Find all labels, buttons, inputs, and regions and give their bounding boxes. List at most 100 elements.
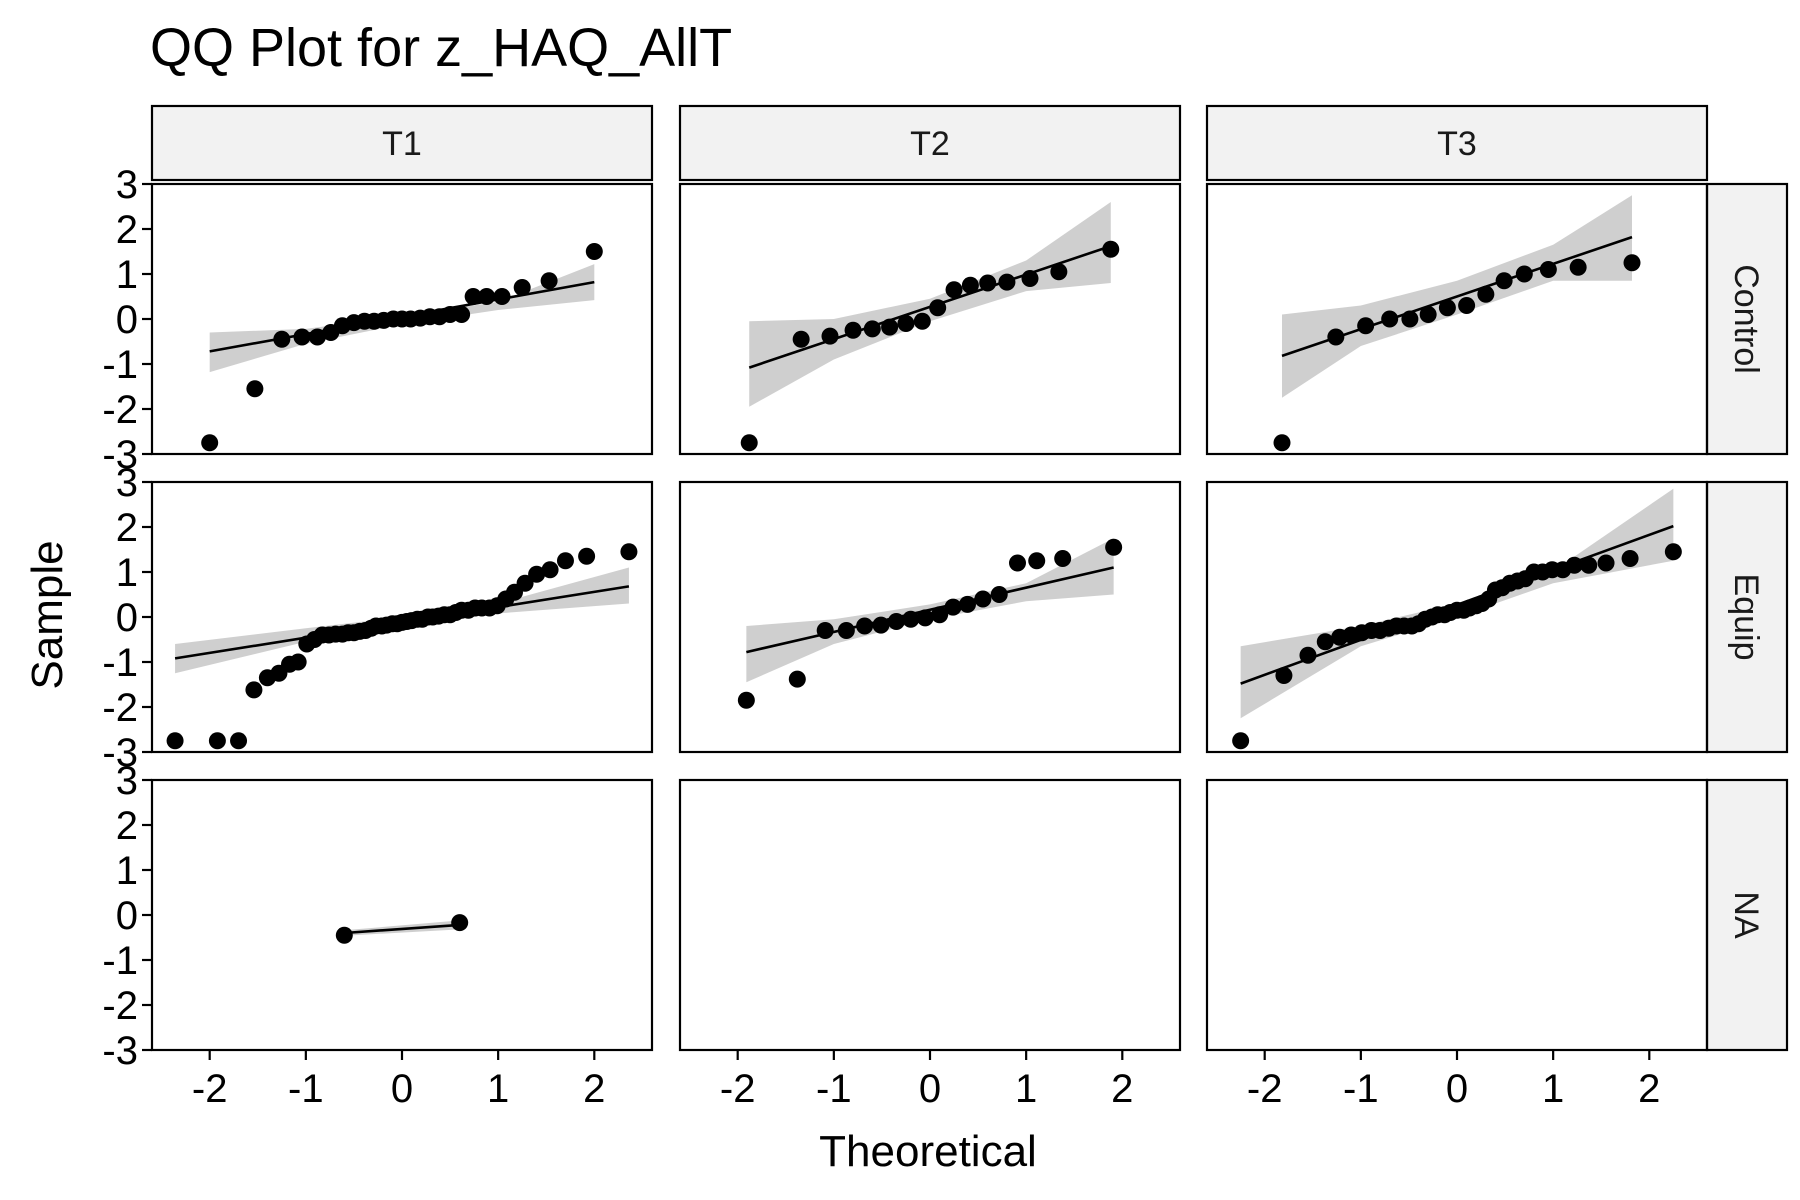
- data-point: [887, 613, 905, 630]
- x-tick-label: 0: [391, 1067, 413, 1111]
- column-strip-T2: [678, 104, 1182, 182]
- panel-NA-T2: [678, 778, 1182, 1052]
- data-point: [990, 586, 1008, 603]
- data-point: [273, 330, 291, 348]
- x-axis-title: Theoretical: [819, 1127, 1037, 1176]
- column-strip-T1: [150, 104, 654, 182]
- data-point: [902, 610, 920, 628]
- panel-border: [678, 778, 1182, 1052]
- data-point: [578, 547, 596, 565]
- data-point: [245, 681, 263, 699]
- data-point: [166, 732, 184, 750]
- y-tick-label: 0: [116, 596, 138, 640]
- panel-border: [150, 778, 654, 1052]
- row-strip-Equip: [1705, 480, 1789, 754]
- x-tick-label: 1: [1542, 1067, 1564, 1111]
- data-point: [959, 595, 976, 613]
- data-point: [1299, 646, 1317, 664]
- column-strip-label: T1: [382, 125, 422, 163]
- data-point: [1021, 270, 1039, 287]
- data-point: [1539, 261, 1557, 278]
- data-point: [863, 320, 881, 338]
- x-tick-label: 2: [1111, 1067, 1133, 1111]
- facet-panels: [150, 182, 1709, 1052]
- x-axes: -2 -1 0 1 2 -2 -1 0 1 2 -2 -1 0 1 2: [192, 1050, 1660, 1111]
- panel-border: [678, 480, 1182, 754]
- data-point: [737, 691, 755, 709]
- data-point: [1621, 550, 1639, 567]
- data-point: [1316, 633, 1334, 651]
- data-point: [293, 328, 311, 346]
- x-tick-label: 1: [1015, 1067, 1037, 1111]
- panel-Equip-T2: [678, 480, 1182, 754]
- data-point: [620, 543, 638, 561]
- reference-line: [344, 923, 460, 935]
- data-point: [1515, 265, 1533, 283]
- data-point: [556, 552, 574, 570]
- row-strip-label: Control: [1727, 264, 1765, 374]
- x-tick-label: -1: [816, 1067, 852, 1111]
- data-point: [1275, 667, 1293, 684]
- row-strip-label: Equip: [1727, 574, 1765, 661]
- data-point: [816, 622, 834, 639]
- data-point: [541, 561, 559, 579]
- panel-Control-T1: [150, 182, 654, 456]
- y-tick-label: 1: [116, 253, 138, 297]
- data-point: [1009, 554, 1026, 572]
- row-strip-label: NA: [1727, 891, 1765, 939]
- x-tick-label: -2: [192, 1067, 228, 1111]
- data-point: [944, 598, 962, 616]
- x-tick-label: 0: [1446, 1067, 1468, 1111]
- data-point: [1438, 299, 1456, 317]
- data-point: [335, 926, 353, 944]
- y-tick-label: 3: [116, 461, 138, 505]
- panel-Equip-T3: [1205, 480, 1709, 754]
- x-tick-label: -1: [288, 1067, 324, 1111]
- data-point: [945, 281, 963, 299]
- y-tick-label: 2: [116, 208, 138, 252]
- y-tick-label: -2: [102, 984, 138, 1028]
- y-axis-title: Sample: [23, 540, 72, 689]
- data-point: [1105, 538, 1123, 556]
- data-point: [1477, 285, 1495, 303]
- data-point: [528, 565, 546, 583]
- panel-NA-T3: [1205, 778, 1709, 1052]
- data-point: [1458, 297, 1476, 314]
- y-tick-label: -1: [102, 939, 138, 983]
- data-point: [740, 434, 758, 452]
- data-point: [516, 574, 534, 592]
- panel-NA-T1: [150, 778, 654, 1052]
- panel-border: [1205, 182, 1709, 456]
- x-tick-label: 0: [919, 1067, 941, 1111]
- data-point: [1495, 272, 1513, 290]
- data-point: [453, 306, 471, 323]
- panel-border: [678, 182, 1182, 456]
- data-point: [246, 380, 264, 398]
- data-point: [540, 272, 558, 290]
- data-point: [1102, 240, 1120, 258]
- x-tick-label: -1: [1343, 1067, 1379, 1111]
- data-point: [1569, 258, 1587, 276]
- column-strip-label: T2: [910, 125, 950, 163]
- column-strip-T3: [1205, 104, 1709, 182]
- data-point: [1273, 434, 1291, 452]
- data-point: [872, 616, 890, 634]
- y-tick-label: -1: [102, 641, 138, 685]
- reference-line: [746, 566, 1114, 654]
- data-point: [844, 321, 862, 339]
- y-tick-label: 2: [116, 804, 138, 848]
- y-tick-label: 2: [116, 506, 138, 550]
- y-tick-label: -1: [102, 343, 138, 387]
- x-tick-label: 2: [583, 1067, 605, 1111]
- data-point: [998, 273, 1016, 291]
- x-tick-label: -2: [720, 1067, 756, 1111]
- row-strips: Control Equip NA: [1705, 182, 1789, 1052]
- data-point: [837, 622, 855, 639]
- data-point: [881, 318, 899, 336]
- y-tick-label: 3: [116, 759, 138, 803]
- data-point: [1597, 554, 1615, 572]
- y-tick-label: -2: [102, 388, 138, 432]
- data-point: [821, 327, 839, 345]
